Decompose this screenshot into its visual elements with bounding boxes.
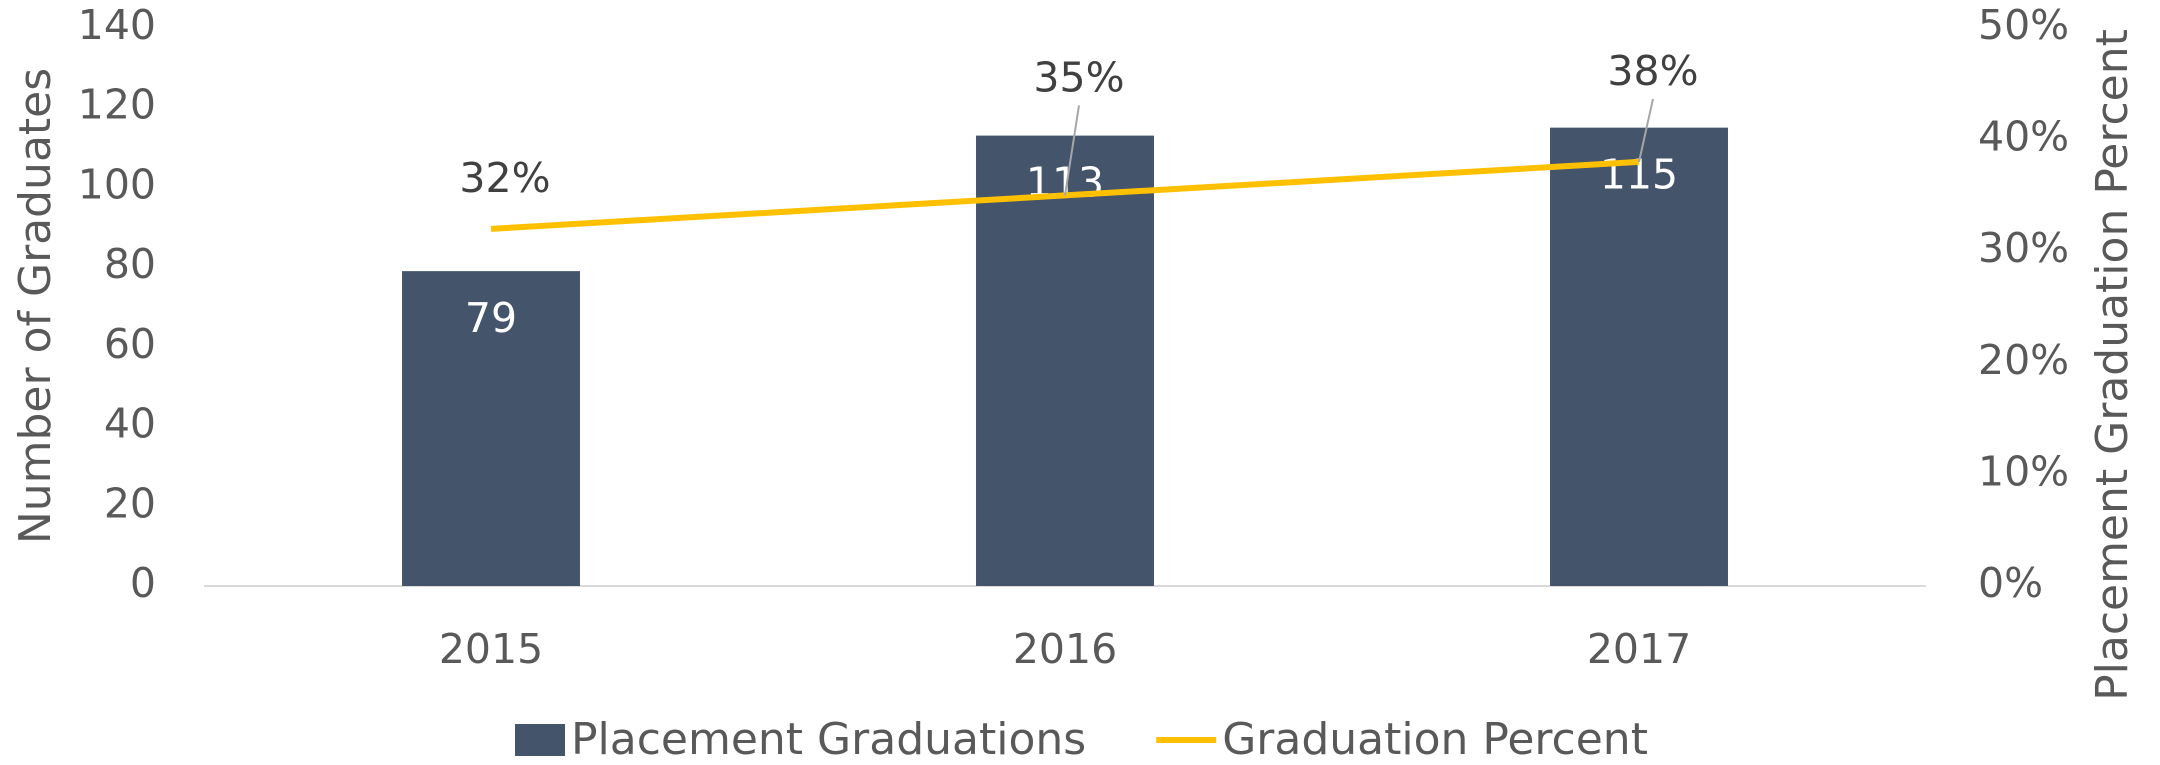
y2-tick-label: 30% <box>1978 224 2069 272</box>
y2-tick-label: 50% <box>1978 1 2069 49</box>
y2-tick-label: 40% <box>1978 113 2069 161</box>
legend-swatch <box>515 724 565 756</box>
y-tick-label: 80 <box>104 240 156 288</box>
legend-label: Graduation Percent <box>1222 714 1648 765</box>
bar <box>1550 127 1728 587</box>
leader-line <box>1064 105 1080 196</box>
y2-tick-label: 20% <box>1978 336 2069 384</box>
leader-line <box>1638 98 1654 163</box>
bar <box>402 271 580 586</box>
y-tick-label: 20 <box>104 479 156 527</box>
y2-axis-title: Placement Graduation Percent <box>2087 29 2138 701</box>
y2-tick-label: 0% <box>1978 559 2043 607</box>
x-tick-label: 2015 <box>439 625 543 673</box>
x-tick-label: 2016 <box>1013 625 1117 673</box>
x-tick-label: 2017 <box>1587 625 1691 673</box>
line-value-label: 35% <box>1033 53 1124 101</box>
y-tick-label: 140 <box>78 1 156 49</box>
y-tick-label: 0 <box>130 559 156 607</box>
bar-value-label: 79 <box>465 294 517 342</box>
y-axis-title: Number of Graduates <box>10 68 61 544</box>
y-tick-label: 100 <box>78 160 156 208</box>
line-value-label: 32% <box>459 154 550 202</box>
bar <box>976 135 1154 586</box>
y-tick-label: 120 <box>78 81 156 129</box>
y-tick-label: 40 <box>104 400 156 448</box>
y2-tick-label: 10% <box>1978 447 2069 495</box>
y-tick-label: 60 <box>104 320 156 368</box>
legend-label: Placement Graduations <box>571 714 1086 765</box>
line-value-label: 38% <box>1607 47 1698 95</box>
